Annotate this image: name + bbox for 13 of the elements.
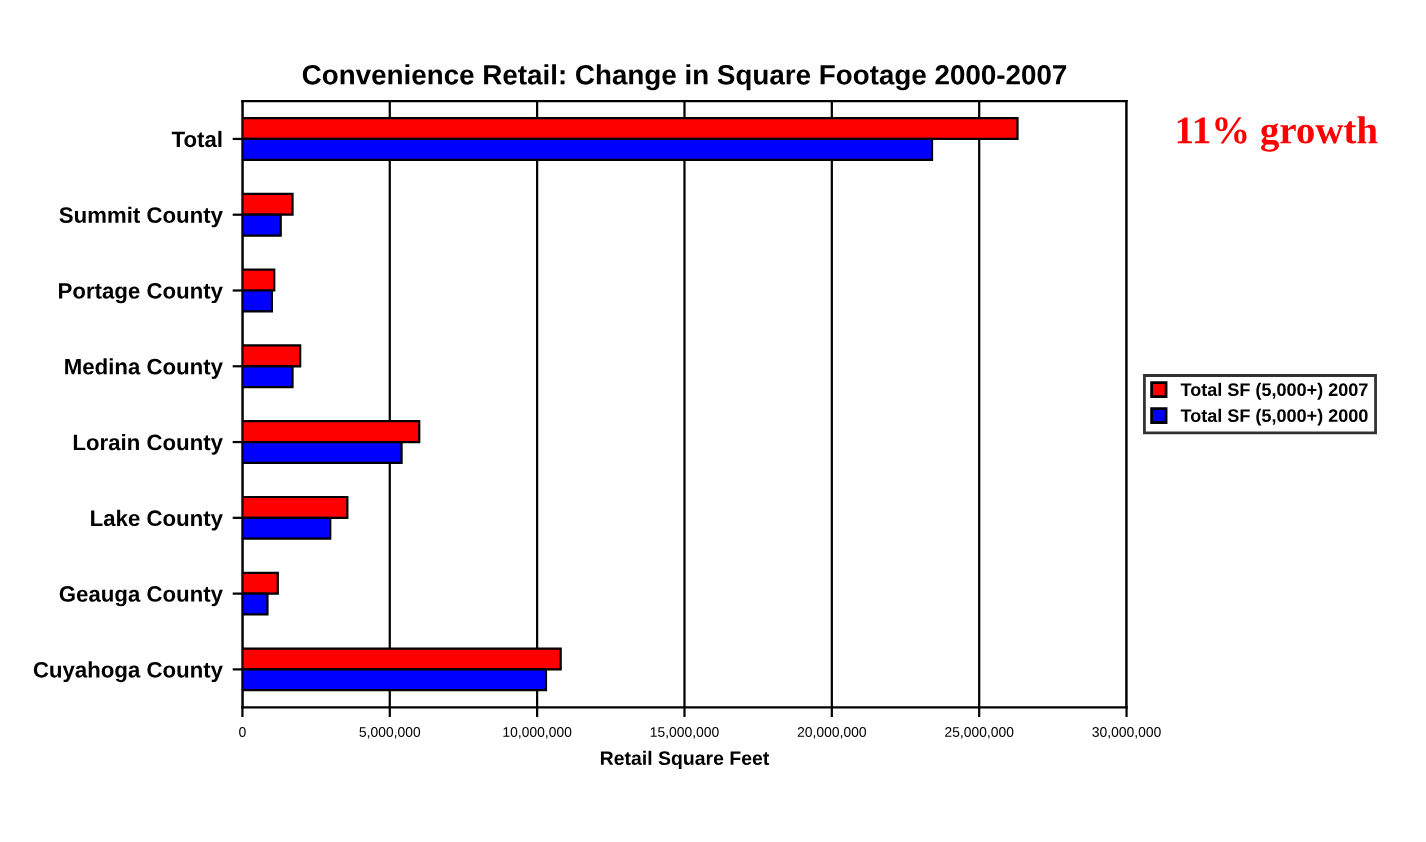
y-tick-label: Medina County <box>65 358 223 379</box>
legend-label: Total SF (5,000+) 2000 <box>1180 408 1368 426</box>
y-tick-label: Geauga County <box>59 586 223 607</box>
y-tick-label: Total <box>171 130 222 148</box>
y-tick-label: Portage County <box>59 282 223 304</box>
y-tick-label: Cuyahoga County <box>33 661 223 683</box>
text: 11% growth <box>1177 116 1378 152</box>
x-axis-title: Retail Square Feet <box>600 750 770 769</box>
y-tick-label: Lorain County <box>73 434 223 455</box>
y-tick-label: Summit County <box>59 206 223 228</box>
legend-label: Total SF (5,000+) 2007 <box>1180 382 1368 400</box>
chart-title: Convenience Retail: Change in Square Footage 2000-2007 <box>302 64 1067 91</box>
y-tick-label: Lake County <box>91 509 223 531</box>
